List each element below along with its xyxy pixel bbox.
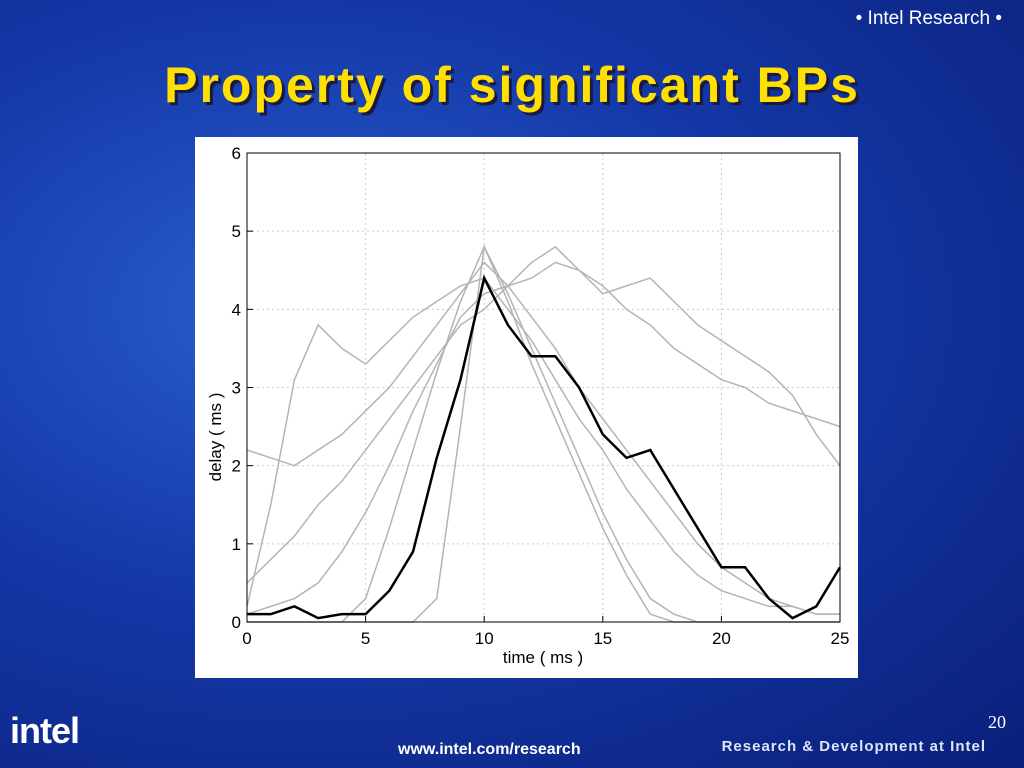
footer-text: Research & Development at Intel xyxy=(721,738,986,755)
data-line xyxy=(246,261,841,615)
x-tick-label: 0 xyxy=(242,629,251,648)
data-line xyxy=(246,245,841,584)
x-tick-label: 10 xyxy=(475,629,494,648)
data-line xyxy=(246,277,840,615)
plot-frame xyxy=(246,152,841,623)
y-tick-label: 0 xyxy=(232,613,241,632)
data-line xyxy=(247,274,842,620)
x-tick-label: 25 xyxy=(831,629,850,648)
x-tick-label: 5 xyxy=(361,629,370,648)
page-number: 20 xyxy=(988,712,1006,732)
x-tick-label: 15 xyxy=(593,629,612,648)
y-tick-label: 2 xyxy=(232,457,241,476)
logo: intel xyxy=(10,710,80,751)
y-tick-label: 1 xyxy=(232,535,241,554)
slide-title: Property of significant BPs xyxy=(164,57,860,113)
y-tick-label: 6 xyxy=(232,144,241,163)
x-axis-label: time ( ms ) xyxy=(503,648,583,667)
y-tick-label: 3 xyxy=(232,379,241,398)
chart: time ( ms ) delay ( ms ) 0 1 2 3 4 5 6 0 5 10 15 20… xyxy=(195,137,858,678)
header-tag: • Intel Research • xyxy=(855,8,1002,29)
data-line xyxy=(246,261,840,615)
y-tick-label: 5 xyxy=(232,222,241,241)
chart-background xyxy=(195,137,858,678)
x-tick-label: 20 xyxy=(712,629,731,648)
y-tick-label: 4 xyxy=(232,300,241,319)
y-axis-label: delay ( ms ) xyxy=(206,393,225,482)
footer-url: www.intel.com/research xyxy=(398,741,581,758)
